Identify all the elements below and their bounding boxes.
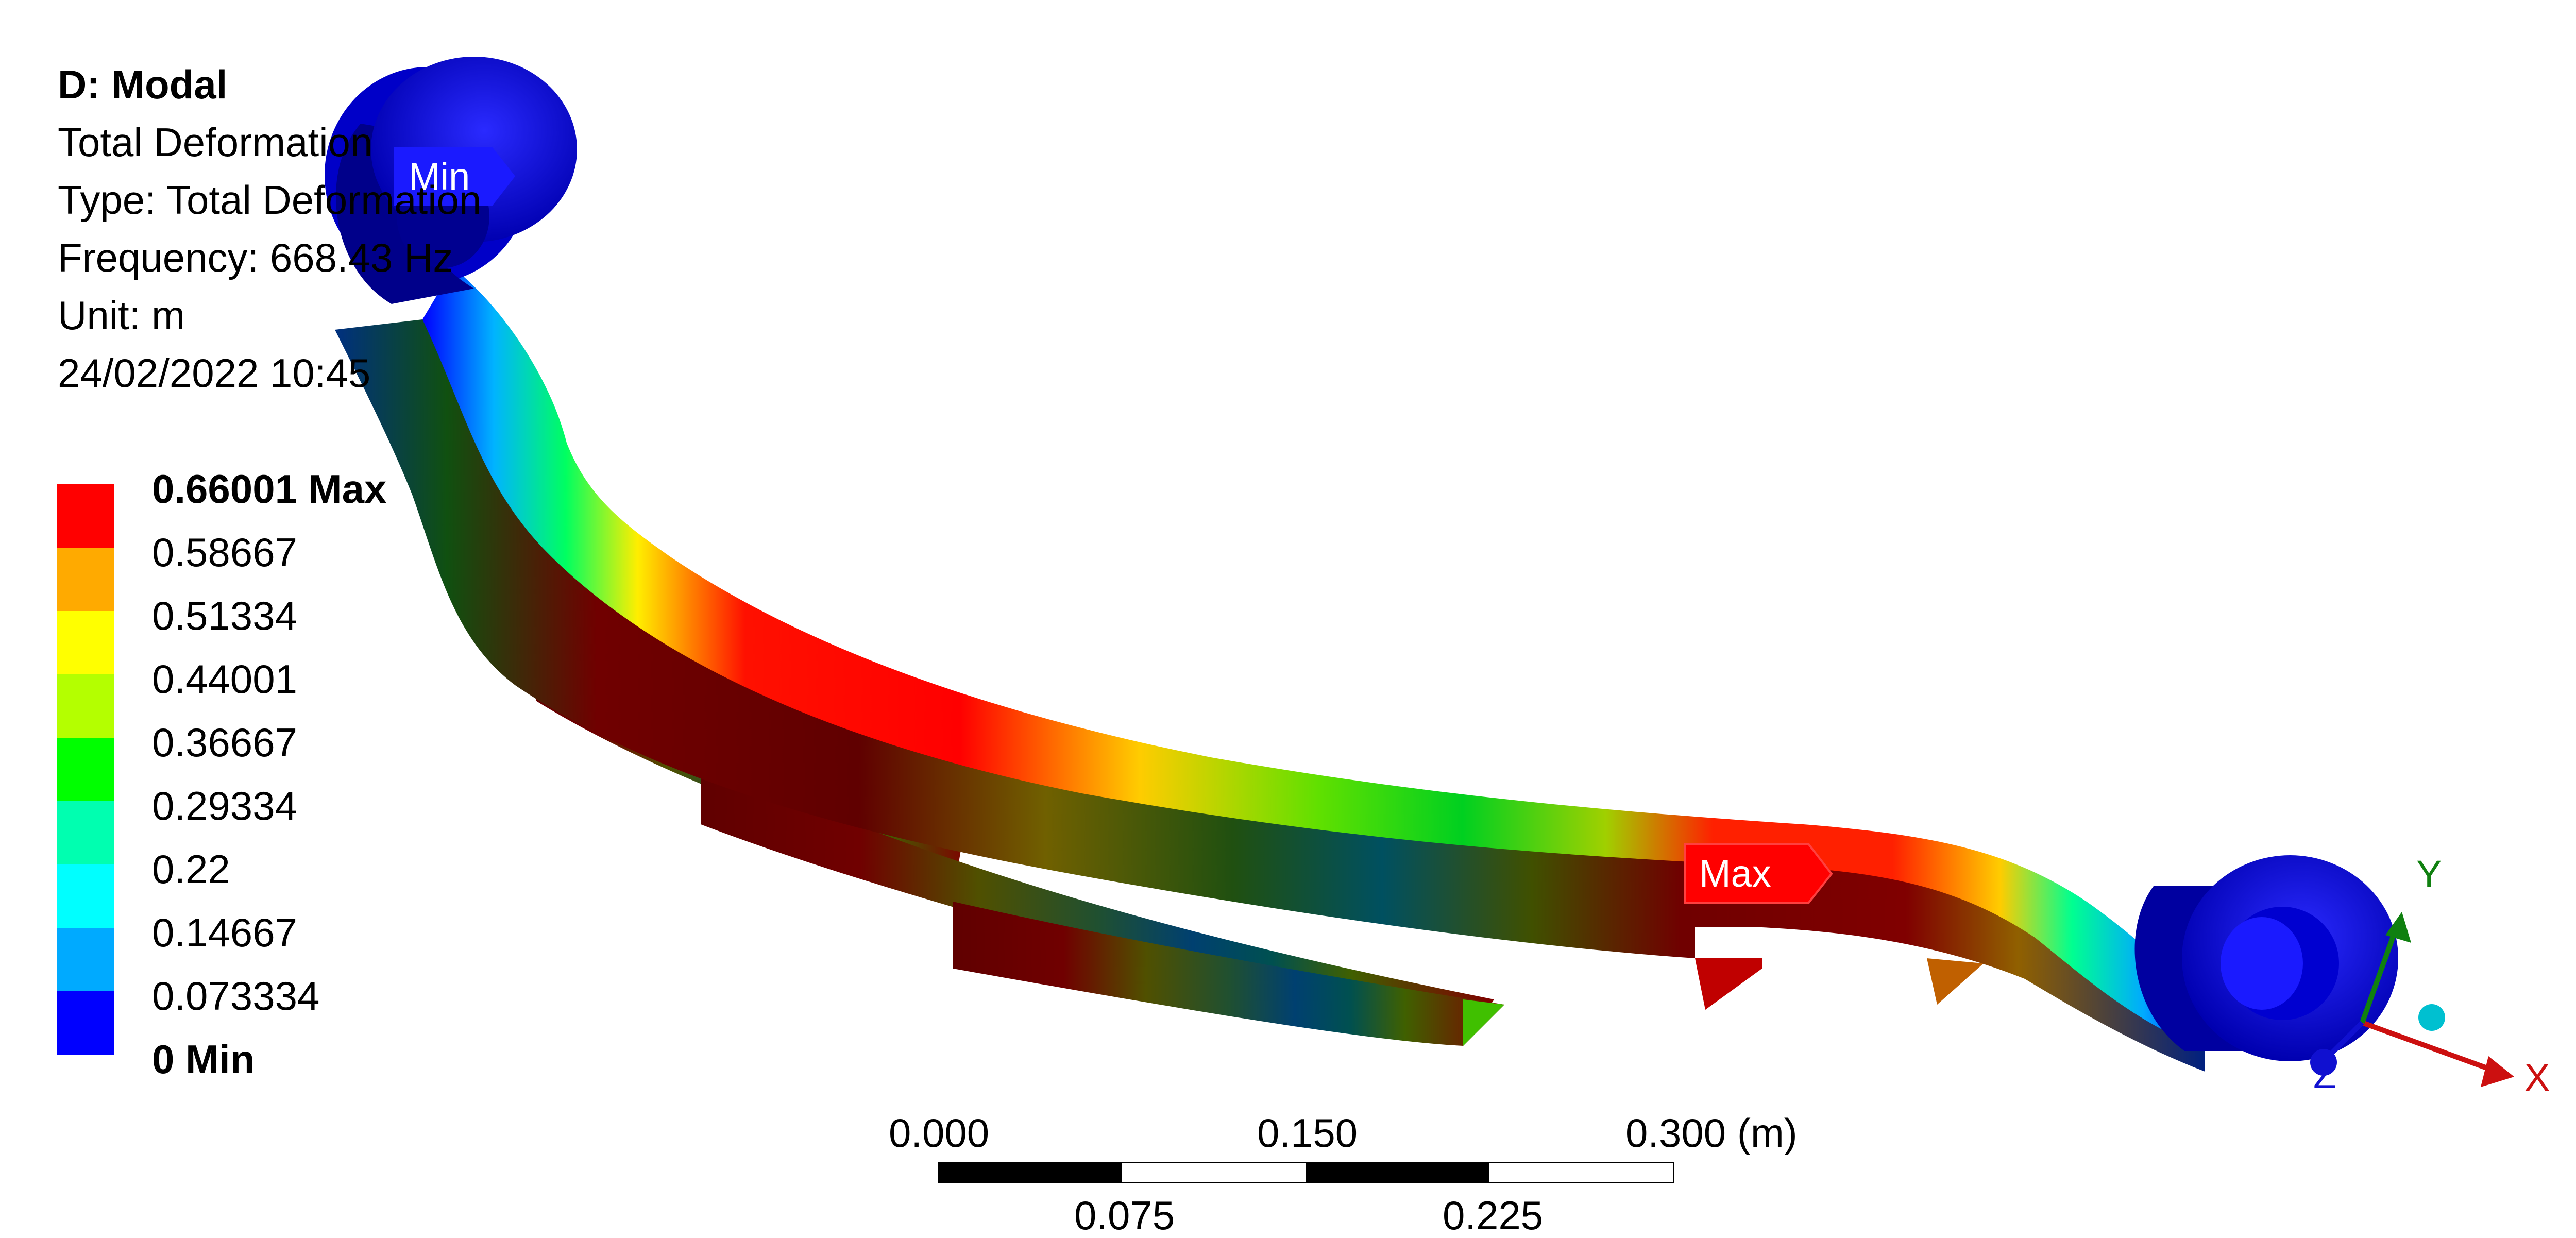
legend-label: 0 Min: [152, 1037, 255, 1082]
axis-x-label: X: [2524, 1056, 2550, 1099]
scale-label: 0.225: [1443, 1193, 1544, 1238]
result-type: Type: Total Deformation: [58, 177, 482, 223]
scale-label: 0.075: [1074, 1193, 1175, 1238]
mode-frequency: Frequency: 668.43 Hz: [58, 235, 453, 280]
max-probe-marker: [1684, 843, 1833, 904]
lower-leaf-3: [953, 902, 1504, 1046]
legend-label: 0.29334: [152, 783, 297, 828]
legend-swatch: [57, 611, 114, 674]
result-info-block: D: Modal Total Deformation Type: Total D…: [58, 56, 481, 402]
lower-leaf-green: [1463, 999, 1504, 1046]
result-unit: Unit: m: [58, 293, 185, 338]
legend-swatch: [57, 484, 114, 548]
legend-label: 0.36667: [152, 720, 297, 765]
lower-leaf-5: [1927, 958, 1984, 1005]
legend-label: 0.44001: [152, 656, 297, 702]
lower-leaf-4: [1695, 958, 1762, 1010]
legend-label: 0.58667: [152, 530, 297, 575]
result-timestamp: 24/02/2022 10:45: [58, 350, 371, 396]
legend-label: 0.66001 Max: [152, 466, 387, 512]
legend-swatch: [57, 738, 114, 801]
min-probe-marker: [394, 147, 515, 206]
scale-bar: [938, 1162, 1674, 1183]
legend-swatch: [57, 928, 114, 991]
axis-y-label: Y: [2416, 853, 2442, 895]
scale-label: 0.000: [889, 1110, 990, 1156]
legend-label: 0.14667: [152, 910, 297, 955]
legend-label: 0.073334: [152, 973, 320, 1019]
legend-swatch: [57, 864, 114, 928]
legend-swatch: [57, 674, 114, 738]
right-eye-bushing: [2134, 855, 2398, 1061]
legend-swatch: [57, 991, 114, 1055]
legend-label: 0.51334: [152, 593, 297, 638]
legend-label: 0.22: [152, 846, 230, 892]
axis-triad: [2310, 912, 2514, 1087]
min-probe-label[interactable]: Min: [409, 155, 470, 198]
scale-bar-segment: [939, 1163, 1122, 1182]
legend-swatch: [57, 801, 114, 864]
axis-z-label: Z: [2313, 1054, 2337, 1096]
scale-label: 0.150: [1257, 1110, 1358, 1156]
analysis-title: D: Modal: [58, 62, 228, 107]
max-probe-label[interactable]: Max: [1699, 852, 1771, 895]
scale-label: 0.300 (m): [1625, 1110, 1798, 1156]
legend-swatch: [57, 548, 114, 611]
result-name: Total Deformation: [58, 120, 373, 165]
scale-bar-segment: [1306, 1163, 1489, 1182]
